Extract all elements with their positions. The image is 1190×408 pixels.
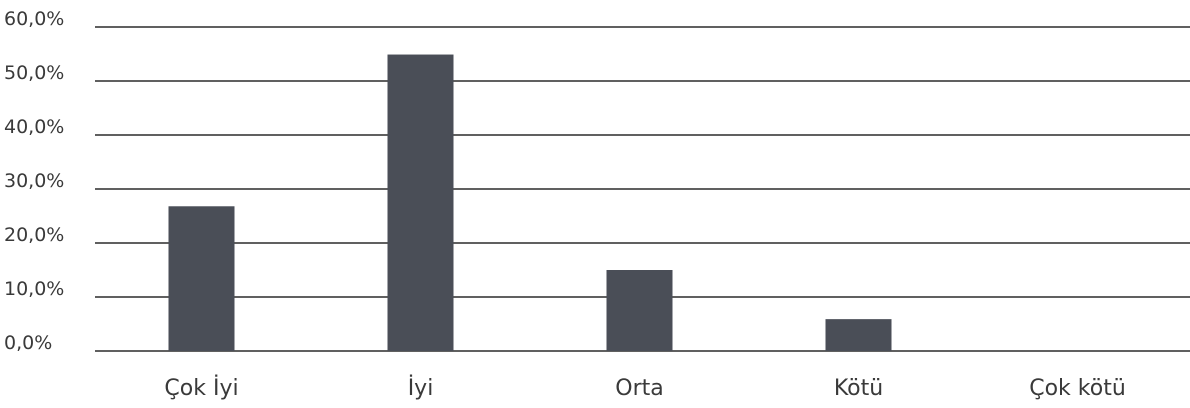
- y-tick-label: 30,0%: [4, 170, 64, 192]
- bar: [606, 270, 673, 351]
- bar: [387, 54, 454, 351]
- bar: [825, 319, 892, 351]
- x-category-label: Orta: [615, 376, 663, 401]
- y-tick-label: 20,0%: [4, 224, 64, 246]
- gridlines: [95, 26, 1190, 352]
- x-axis-category-labels: Çok İyi İyi Orta Kötü Çok kötü: [164, 375, 1125, 401]
- x-category-label: Çok kötü: [1029, 376, 1126, 401]
- bar: [168, 206, 235, 351]
- bars: [168, 54, 892, 351]
- y-tick-label: 40,0%: [4, 116, 64, 138]
- y-tick-label: 0,0%: [4, 332, 52, 354]
- y-tick-label: 10,0%: [4, 278, 64, 300]
- y-tick-label: 60,0%: [4, 8, 64, 30]
- x-category-label: Çok İyi: [164, 375, 238, 401]
- y-tick-label: 50,0%: [4, 62, 64, 84]
- x-category-label: İyi: [408, 375, 434, 401]
- y-axis-tick-labels: 0,0% 10,0% 20,0% 30,0% 40,0% 50,0% 60,0%: [4, 8, 64, 354]
- x-category-label: Kötü: [834, 376, 883, 401]
